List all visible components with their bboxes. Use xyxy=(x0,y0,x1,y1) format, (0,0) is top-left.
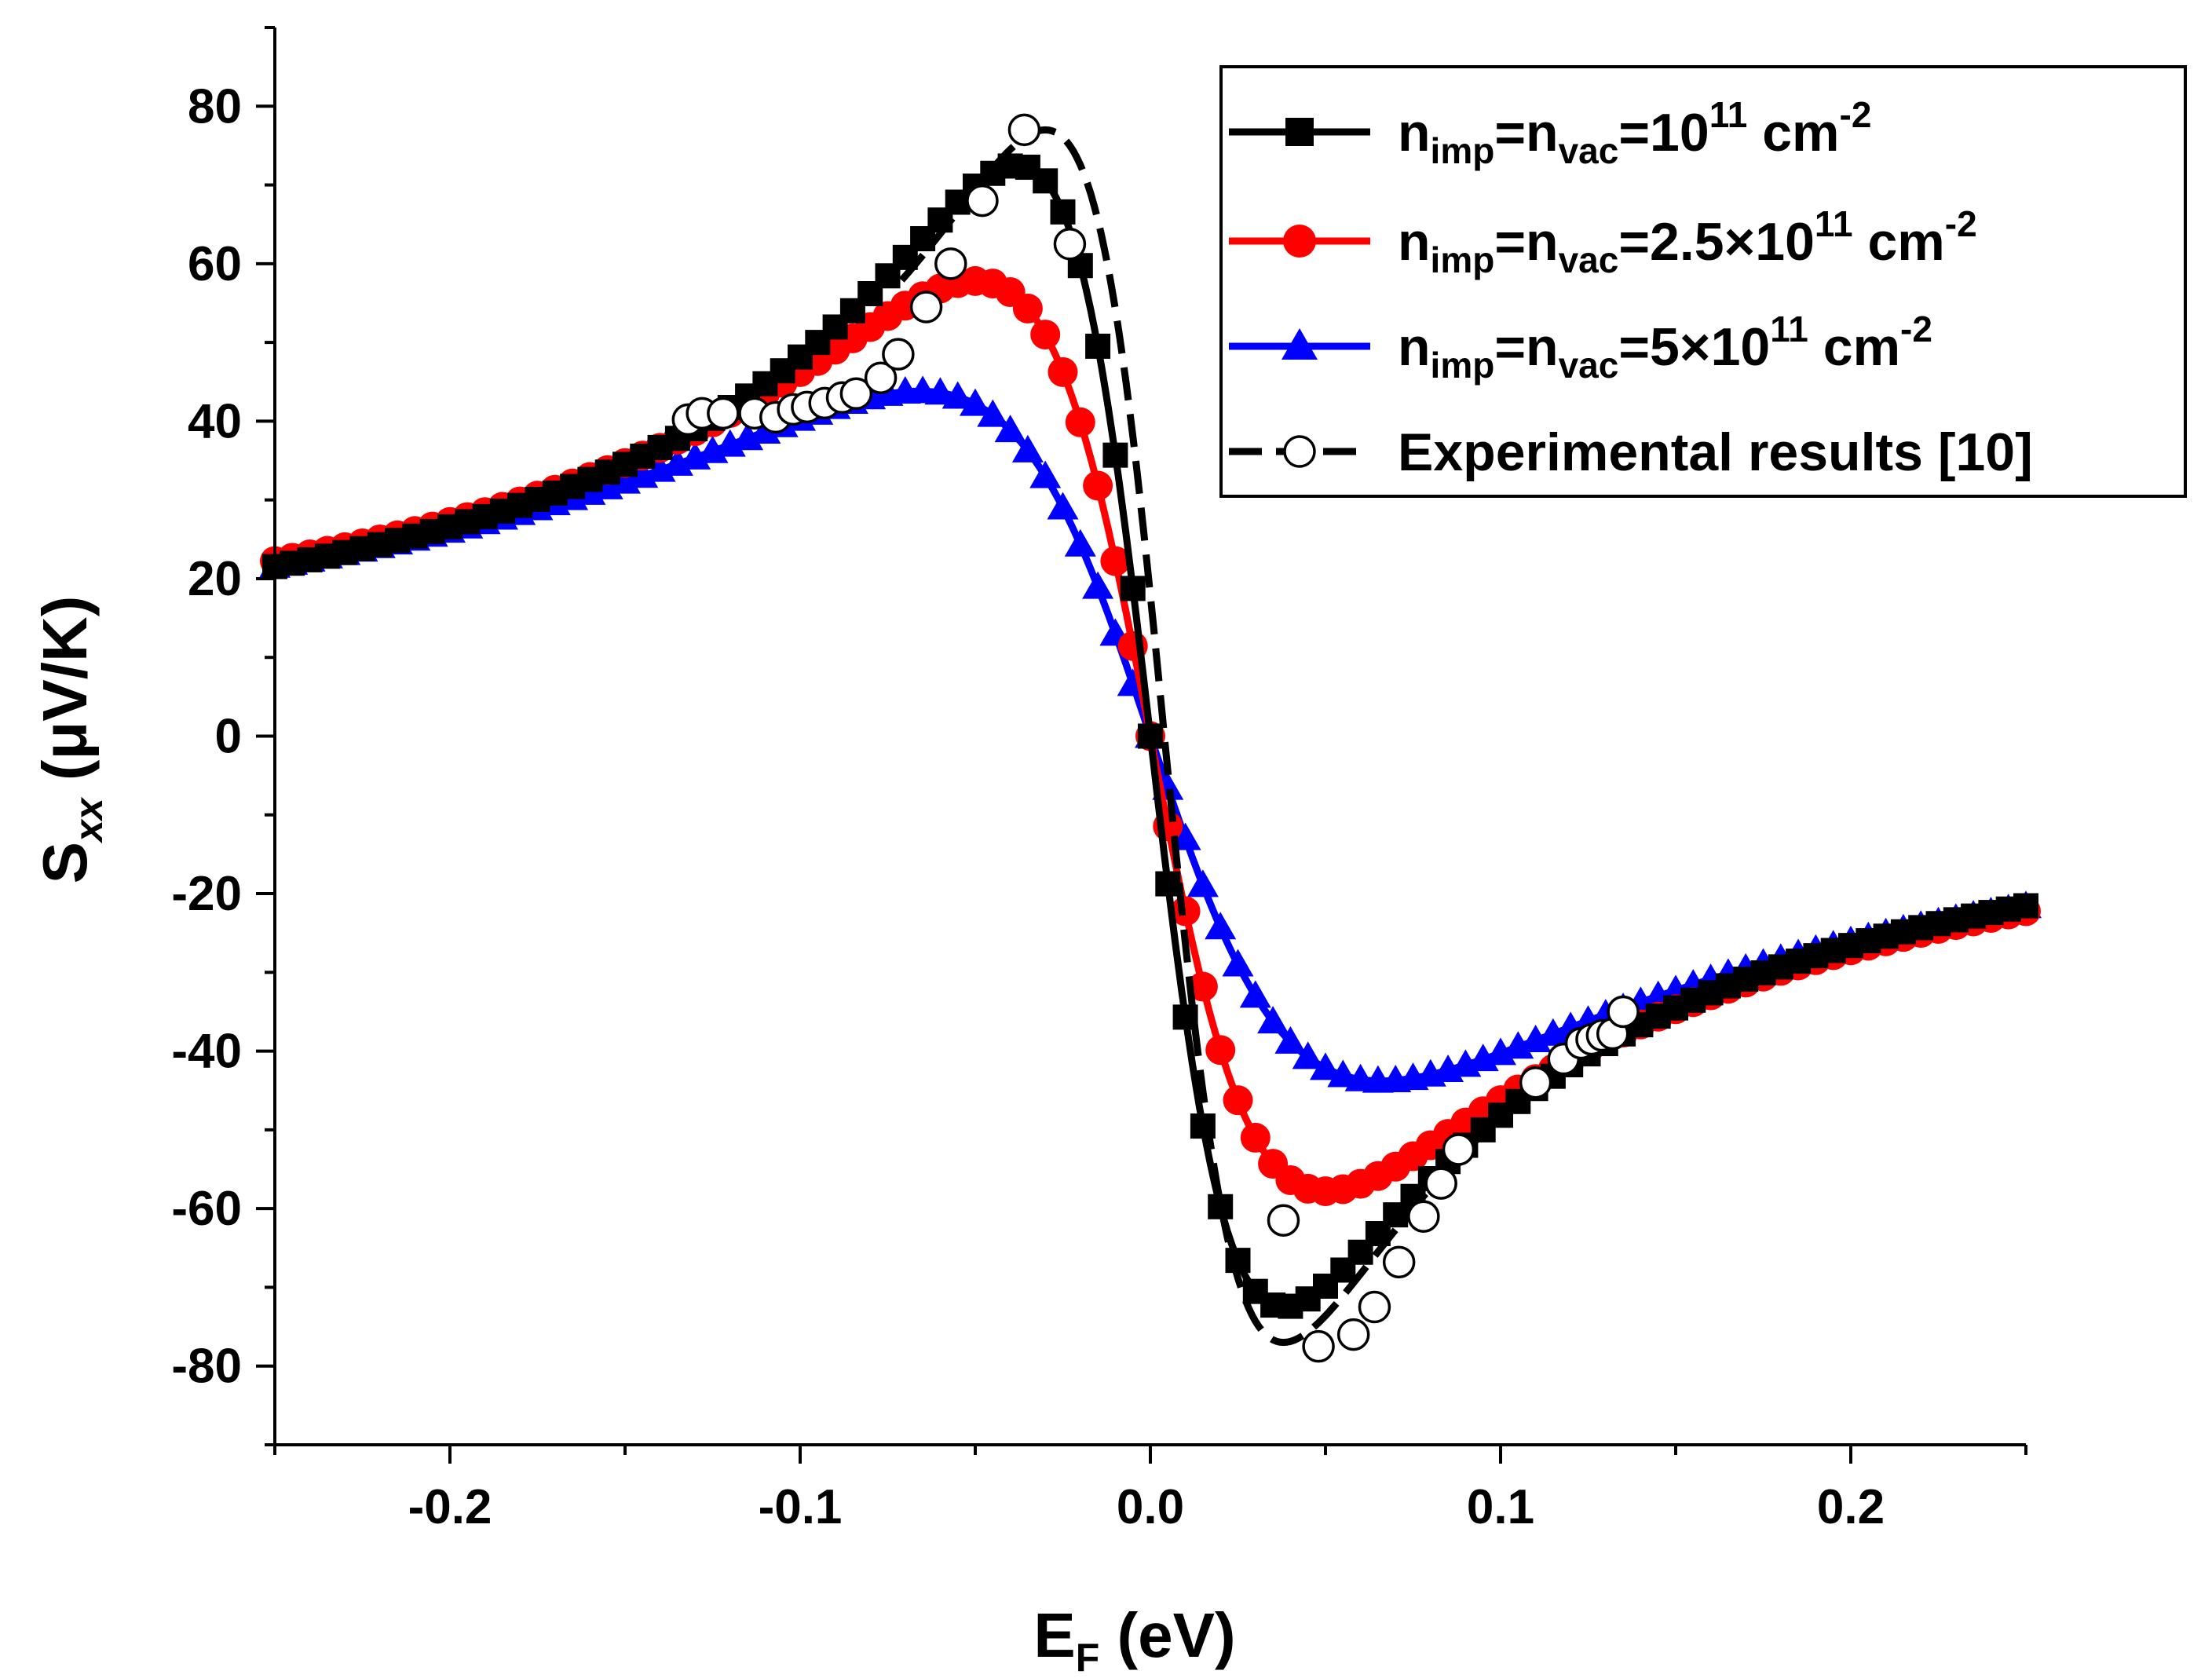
series-layer xyxy=(259,113,2042,1363)
data-point xyxy=(1011,434,1044,462)
legend-marker-square-icon xyxy=(1285,118,1314,146)
x-tick-label: 0.0 xyxy=(1117,1480,1184,1534)
legend-label-2: nimp=nvac=2.5×1011 cm-2 xyxy=(1398,203,1977,280)
legend-label-3: nimp=nvac=5×1011 cm-2 xyxy=(1398,309,1932,386)
axes xyxy=(256,26,2027,1464)
data-point xyxy=(1187,971,1218,1002)
data-point xyxy=(994,415,1026,443)
data-point xyxy=(1424,1167,1457,1200)
tick-labels: 80 60 40 20 0 -20 -40 -60 -80 -0.2 -0.1 0.0 0.1 0.2 xyxy=(171,79,1885,1534)
y-tick-label: 80 xyxy=(188,79,242,133)
legend: nimp=nvac=1011 cm-2 nimp=nvac=2.5×1011 c… xyxy=(1219,65,2187,498)
y-tick-label: 60 xyxy=(188,237,242,291)
data-point xyxy=(1257,1006,1289,1034)
data-point xyxy=(1033,168,1058,194)
data-point xyxy=(1292,1041,1324,1069)
legend-entry-3: nimp=nvac=5×1011 cm-2 xyxy=(1229,309,1932,386)
data-point xyxy=(1085,333,1111,359)
data-point xyxy=(1442,1133,1475,1166)
data-point xyxy=(1047,492,1079,520)
data-point xyxy=(1274,1025,1307,1054)
y-tick-label: 20 xyxy=(188,552,242,606)
data-point xyxy=(1120,576,1146,601)
series-4 xyxy=(671,113,1640,1363)
data-point xyxy=(1012,293,1043,324)
data-point xyxy=(934,247,967,280)
legend-label-4: Experimental results [10] xyxy=(1398,422,2033,482)
data-point xyxy=(2013,893,2038,919)
data-point xyxy=(1007,113,1041,147)
y-tick-label: 0 xyxy=(215,710,242,764)
data-point xyxy=(1240,1122,1271,1153)
data-point xyxy=(1267,1204,1300,1237)
data-point xyxy=(1519,1066,1552,1099)
data-point xyxy=(1205,912,1237,940)
data-point xyxy=(1327,1059,1359,1088)
legend-marker-circle-icon xyxy=(1283,225,1316,258)
data-point xyxy=(1029,460,1062,488)
data-point xyxy=(1100,546,1131,576)
data-point xyxy=(1358,1290,1391,1324)
data-point xyxy=(1083,470,1113,501)
x-tick-label: -0.2 xyxy=(408,1480,492,1534)
data-point xyxy=(1302,1329,1335,1363)
data-point xyxy=(1048,356,1078,387)
data-point xyxy=(941,381,974,409)
y-tick-label: -40 xyxy=(171,1025,242,1079)
series-1 xyxy=(262,153,2038,1319)
data-point xyxy=(707,397,740,430)
y-tick-label: -80 xyxy=(171,1340,242,1394)
data-point xyxy=(960,388,991,416)
data-point xyxy=(1607,995,1640,1029)
x-axis-title: EF (eV) xyxy=(1033,1600,1235,1678)
data-point xyxy=(1065,407,1095,437)
data-point xyxy=(1310,1052,1341,1080)
data-point xyxy=(977,399,1009,427)
x-tick-label: 0.2 xyxy=(1817,1480,1885,1534)
y-tick-label: -60 xyxy=(171,1182,242,1236)
legend-entry-2: nimp=nvac=2.5×1011 cm-2 xyxy=(1229,203,1977,280)
data-point xyxy=(1064,528,1096,557)
x-tick-label: 0.1 xyxy=(1467,1480,1534,1534)
data-point xyxy=(1239,980,1271,1008)
data-point xyxy=(882,338,915,371)
legend-marker-open-circle-icon xyxy=(1283,435,1316,468)
data-point xyxy=(864,361,898,394)
series-line xyxy=(898,126,1497,1347)
data-point xyxy=(1336,1318,1370,1351)
data-point xyxy=(1050,199,1076,225)
data-point xyxy=(1138,723,1163,749)
data-point xyxy=(966,184,999,218)
data-point xyxy=(1222,949,1254,977)
data-point xyxy=(1205,1035,1236,1066)
data-point xyxy=(1030,320,1061,350)
data-point xyxy=(909,291,943,324)
legend-box xyxy=(1219,65,2187,498)
y-axis-title: Sxx (μV/K) xyxy=(30,596,111,884)
legend-marker-triangle-icon xyxy=(1281,328,1318,360)
x-tick-label: -0.1 xyxy=(759,1480,843,1534)
data-point xyxy=(1082,571,1114,599)
legend-entry-4: Experimental results [10] xyxy=(1229,422,2033,482)
data-point xyxy=(1053,228,1087,261)
data-point xyxy=(839,377,873,411)
data-point xyxy=(1223,1085,1253,1116)
data-point xyxy=(924,377,956,405)
y-tick-label: 40 xyxy=(188,394,242,448)
legend-entry-1: nimp=nvac=1011 cm-2 xyxy=(1229,94,1871,171)
y-tick-label: -20 xyxy=(171,867,242,921)
data-point xyxy=(1186,869,1219,897)
data-point xyxy=(1102,442,1128,468)
legend-label-1: nimp=nvac=1011 cm-2 xyxy=(1398,94,1871,171)
data-point xyxy=(1407,1200,1440,1233)
data-point xyxy=(1382,1245,1416,1279)
